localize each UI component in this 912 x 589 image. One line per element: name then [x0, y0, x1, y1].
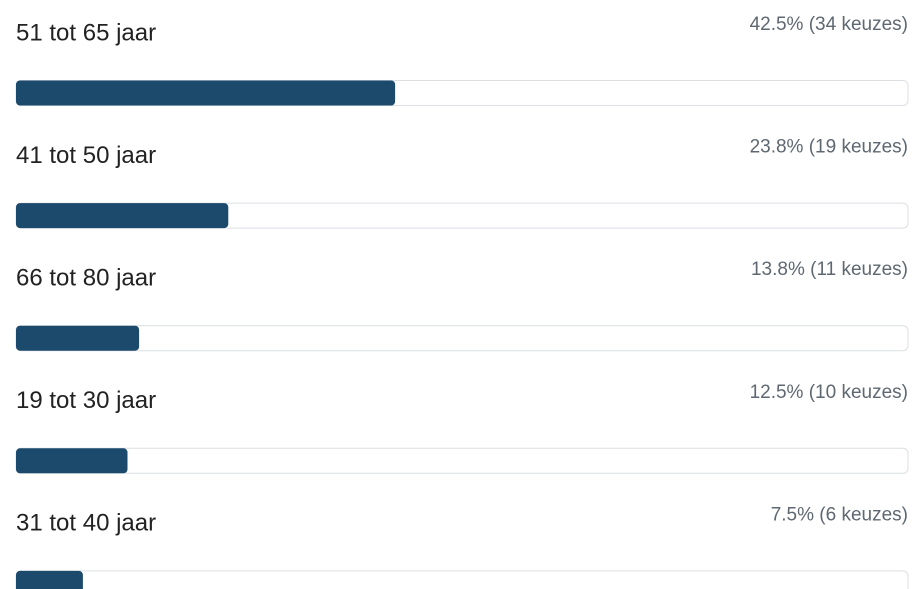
bar — [16, 448, 128, 474]
option-result: 42.5% (34 keuzes) — [750, 14, 908, 35]
option-result: 12.5% (10 keuzes) — [750, 382, 908, 403]
bar — [16, 570, 83, 589]
option-label: 66 tot 80 jaar — [16, 265, 156, 292]
option-label: 41 tot 50 jaar — [16, 142, 156, 169]
option-label: 19 tot 30 jaar — [16, 387, 156, 414]
bar — [16, 203, 229, 229]
option-result: 13.8% (11 keuzes) — [751, 259, 908, 280]
bar-track — [15, 325, 909, 352]
bar — [16, 325, 140, 351]
bar-track — [15, 570, 909, 589]
option-result: 7.5% (6 keuzes) — [771, 504, 908, 525]
bar — [16, 80, 396, 106]
bar-track — [15, 447, 909, 474]
option-label: 51 tot 65 jaar — [16, 19, 156, 46]
option-result: 23.8% (19 keuzes) — [750, 137, 908, 158]
option-label: 31 tot 40 jaar — [16, 510, 156, 537]
